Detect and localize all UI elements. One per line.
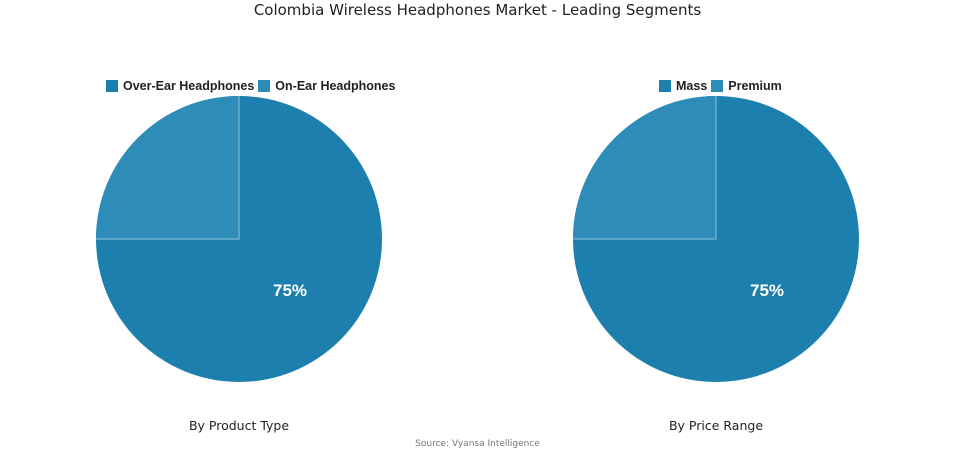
legend-product-type: Over-Ear Headphones On-Ear Headphones bbox=[106, 79, 399, 93]
pie-chart-product-type: 75% bbox=[96, 96, 382, 382]
legend-label: Over-Ear Headphones bbox=[123, 79, 255, 93]
slice-label: 75% bbox=[273, 281, 307, 300]
caption-price-range: By Price Range bbox=[668, 418, 764, 433]
legend-label: Premium bbox=[728, 79, 782, 93]
legend-item-mass: Mass bbox=[659, 79, 707, 93]
slice-label: 75% bbox=[750, 281, 784, 300]
legend-price-range: Mass Premium bbox=[659, 79, 786, 93]
slice-on-ear bbox=[96, 96, 239, 239]
legend-swatch bbox=[258, 80, 271, 92]
legend-swatch bbox=[659, 80, 671, 92]
legend-swatch bbox=[711, 80, 724, 92]
caption-product-type: By Product Type bbox=[188, 418, 290, 433]
legend-item-on-ear: On-Ear Headphones bbox=[258, 79, 395, 93]
legend-label: Mass bbox=[676, 79, 708, 93]
slice-divider bbox=[96, 96, 240, 240]
slice-divider bbox=[573, 96, 717, 240]
legend-label: On-Ear Headphones bbox=[275, 79, 396, 93]
source-note: Source: Vyansa Intelligence bbox=[415, 439, 540, 449]
slice-premium bbox=[573, 96, 716, 239]
legend-swatch bbox=[106, 80, 118, 92]
legend-item-over-ear: Over-Ear Headphones bbox=[106, 79, 254, 93]
pie-chart-price-range: 75% bbox=[573, 96, 859, 382]
legend-item-premium: Premium bbox=[711, 79, 782, 93]
chart-title: Colombia Wireless Headphones Market - Le… bbox=[253, 1, 702, 19]
